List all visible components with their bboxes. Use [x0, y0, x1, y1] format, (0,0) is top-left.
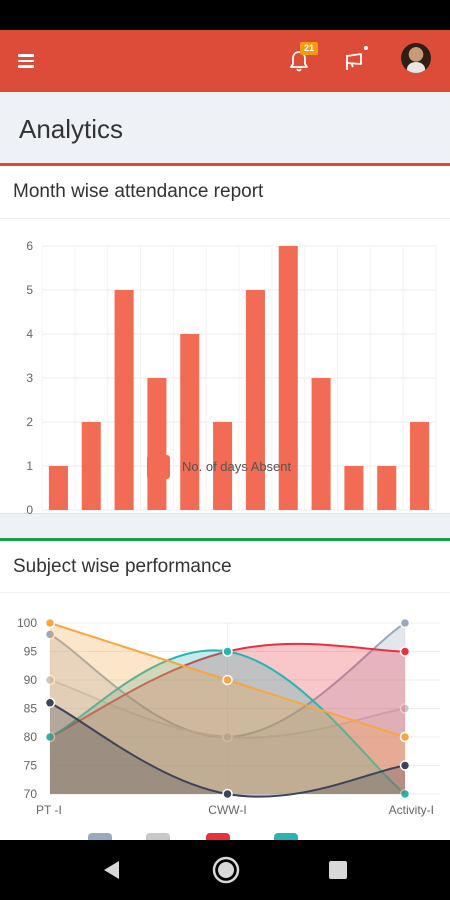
page-title: Analytics	[19, 114, 124, 144]
y-tick-label: 3	[26, 371, 33, 385]
card-divider	[0, 592, 450, 593]
y-tick-label: 2	[26, 415, 33, 429]
legend-swatch	[206, 833, 230, 840]
notification-count-badge: 21	[300, 42, 318, 55]
series-point	[222, 731, 233, 743]
x-tick-label: CWW-I	[208, 803, 246, 817]
performance-area-chart: 70 75 80 85 90 95 100 PT -I CWW-I Activity-I	[17, 616, 440, 840]
card-divider	[0, 218, 450, 219]
status-bar	[0, 0, 450, 30]
bar	[213, 422, 233, 510]
bar	[410, 422, 430, 510]
x-tick-label: PT -I	[36, 803, 62, 817]
announcement-dot	[363, 45, 369, 51]
navigation-bar	[0, 840, 450, 900]
y-tick-label: 80	[24, 730, 38, 744]
y-tick-label: 70	[24, 787, 38, 801]
bar	[114, 290, 134, 510]
legend-swatch	[147, 455, 170, 479]
series-point	[399, 703, 411, 714]
y-tick-label: 4	[26, 327, 33, 341]
header-accent-line	[0, 163, 450, 166]
y-tick-label: 95	[24, 645, 38, 659]
series-area	[50, 702, 405, 797]
series-area	[50, 623, 405, 794]
app-bar: 21	[0, 30, 450, 92]
series-point	[399, 731, 411, 743]
series-area	[50, 623, 405, 794]
card-gap	[0, 514, 450, 538]
series-point	[44, 617, 56, 629]
bar	[48, 466, 68, 510]
hamburger-menu-icon[interactable]	[18, 54, 34, 68]
series-point	[44, 629, 56, 640]
y-tick-label: 75	[24, 759, 38, 773]
performance-card-title: Subject wise performance	[13, 556, 232, 577]
home-icon[interactable]	[211, 855, 241, 885]
bar	[245, 290, 265, 510]
series-point	[222, 674, 233, 686]
attendance-bar-chart: 0123456MayJulAugOctDecFebMarAprJunSepNov…	[26, 239, 437, 518]
bar	[81, 422, 101, 510]
back-icon[interactable]	[100, 858, 124, 882]
legend-swatch	[88, 833, 112, 840]
bar	[311, 378, 331, 510]
series-point	[44, 674, 56, 686]
y-tick-label: 6	[26, 239, 33, 253]
recents-icon[interactable]	[327, 859, 349, 881]
attendance-card-title: Month wise attendance report	[13, 181, 264, 202]
legend-label: No. of days Absent	[182, 459, 292, 474]
series-point	[399, 760, 411, 771]
series-point	[44, 731, 56, 743]
x-tick-label: Activity-I	[389, 803, 434, 817]
y-tick-label: 0	[26, 503, 33, 517]
bar	[180, 334, 200, 510]
series-point	[222, 788, 233, 800]
series-point	[399, 788, 411, 800]
user-avatar[interactable]	[401, 43, 431, 73]
legend-swatch	[146, 833, 170, 840]
y-tick-label: 5	[26, 283, 33, 297]
performance-card: Subject wise performance 70 75 80 85 90 95 100…	[0, 538, 450, 840]
series-area	[50, 643, 405, 794]
y-tick-label: 90	[24, 673, 38, 687]
bar	[147, 378, 167, 510]
page-header: Analytics	[0, 92, 450, 164]
attendance-card: Month wise attendance report 0123456MayJ…	[0, 166, 450, 518]
series-point	[222, 646, 233, 657]
bar	[377, 466, 397, 510]
series-point	[399, 617, 411, 629]
bar	[278, 246, 298, 510]
y-tick-label: 85	[24, 702, 38, 716]
y-tick-label: 100	[17, 616, 37, 630]
series-point	[44, 697, 56, 709]
megaphone-icon[interactable]	[344, 50, 366, 72]
series-point	[399, 646, 411, 657]
legend-swatch	[274, 833, 298, 840]
bar	[344, 466, 364, 510]
y-tick-label: 1	[26, 459, 33, 473]
